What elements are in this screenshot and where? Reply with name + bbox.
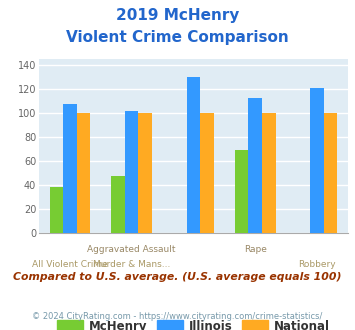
Bar bbox=[310, 88, 324, 233]
Text: Murder & Mans...: Murder & Mans... bbox=[93, 259, 170, 269]
Bar bbox=[111, 177, 125, 233]
Legend: McHenry, Illinois, National: McHenry, Illinois, National bbox=[53, 315, 334, 330]
Bar bbox=[125, 111, 138, 233]
Bar bbox=[187, 77, 200, 233]
Bar bbox=[138, 113, 152, 233]
Text: Violent Crime Comparison: Violent Crime Comparison bbox=[66, 30, 289, 45]
Text: Compared to U.S. average. (U.S. average equals 100): Compared to U.S. average. (U.S. average … bbox=[13, 272, 342, 282]
Text: All Violent Crime: All Violent Crime bbox=[32, 259, 108, 269]
Bar bbox=[262, 113, 275, 233]
Text: Rape: Rape bbox=[244, 245, 267, 254]
Bar bbox=[200, 113, 214, 233]
Text: © 2024 CityRating.com - https://www.cityrating.com/crime-statistics/: © 2024 CityRating.com - https://www.city… bbox=[32, 312, 323, 321]
Bar bbox=[63, 104, 77, 233]
Text: 2019 McHenry: 2019 McHenry bbox=[116, 8, 239, 23]
Text: Aggravated Assault: Aggravated Assault bbox=[87, 245, 176, 254]
Bar bbox=[77, 113, 90, 233]
Bar bbox=[235, 150, 248, 233]
Bar bbox=[50, 187, 63, 233]
Bar bbox=[324, 113, 337, 233]
Text: Robbery: Robbery bbox=[298, 259, 336, 269]
Bar bbox=[248, 98, 262, 233]
